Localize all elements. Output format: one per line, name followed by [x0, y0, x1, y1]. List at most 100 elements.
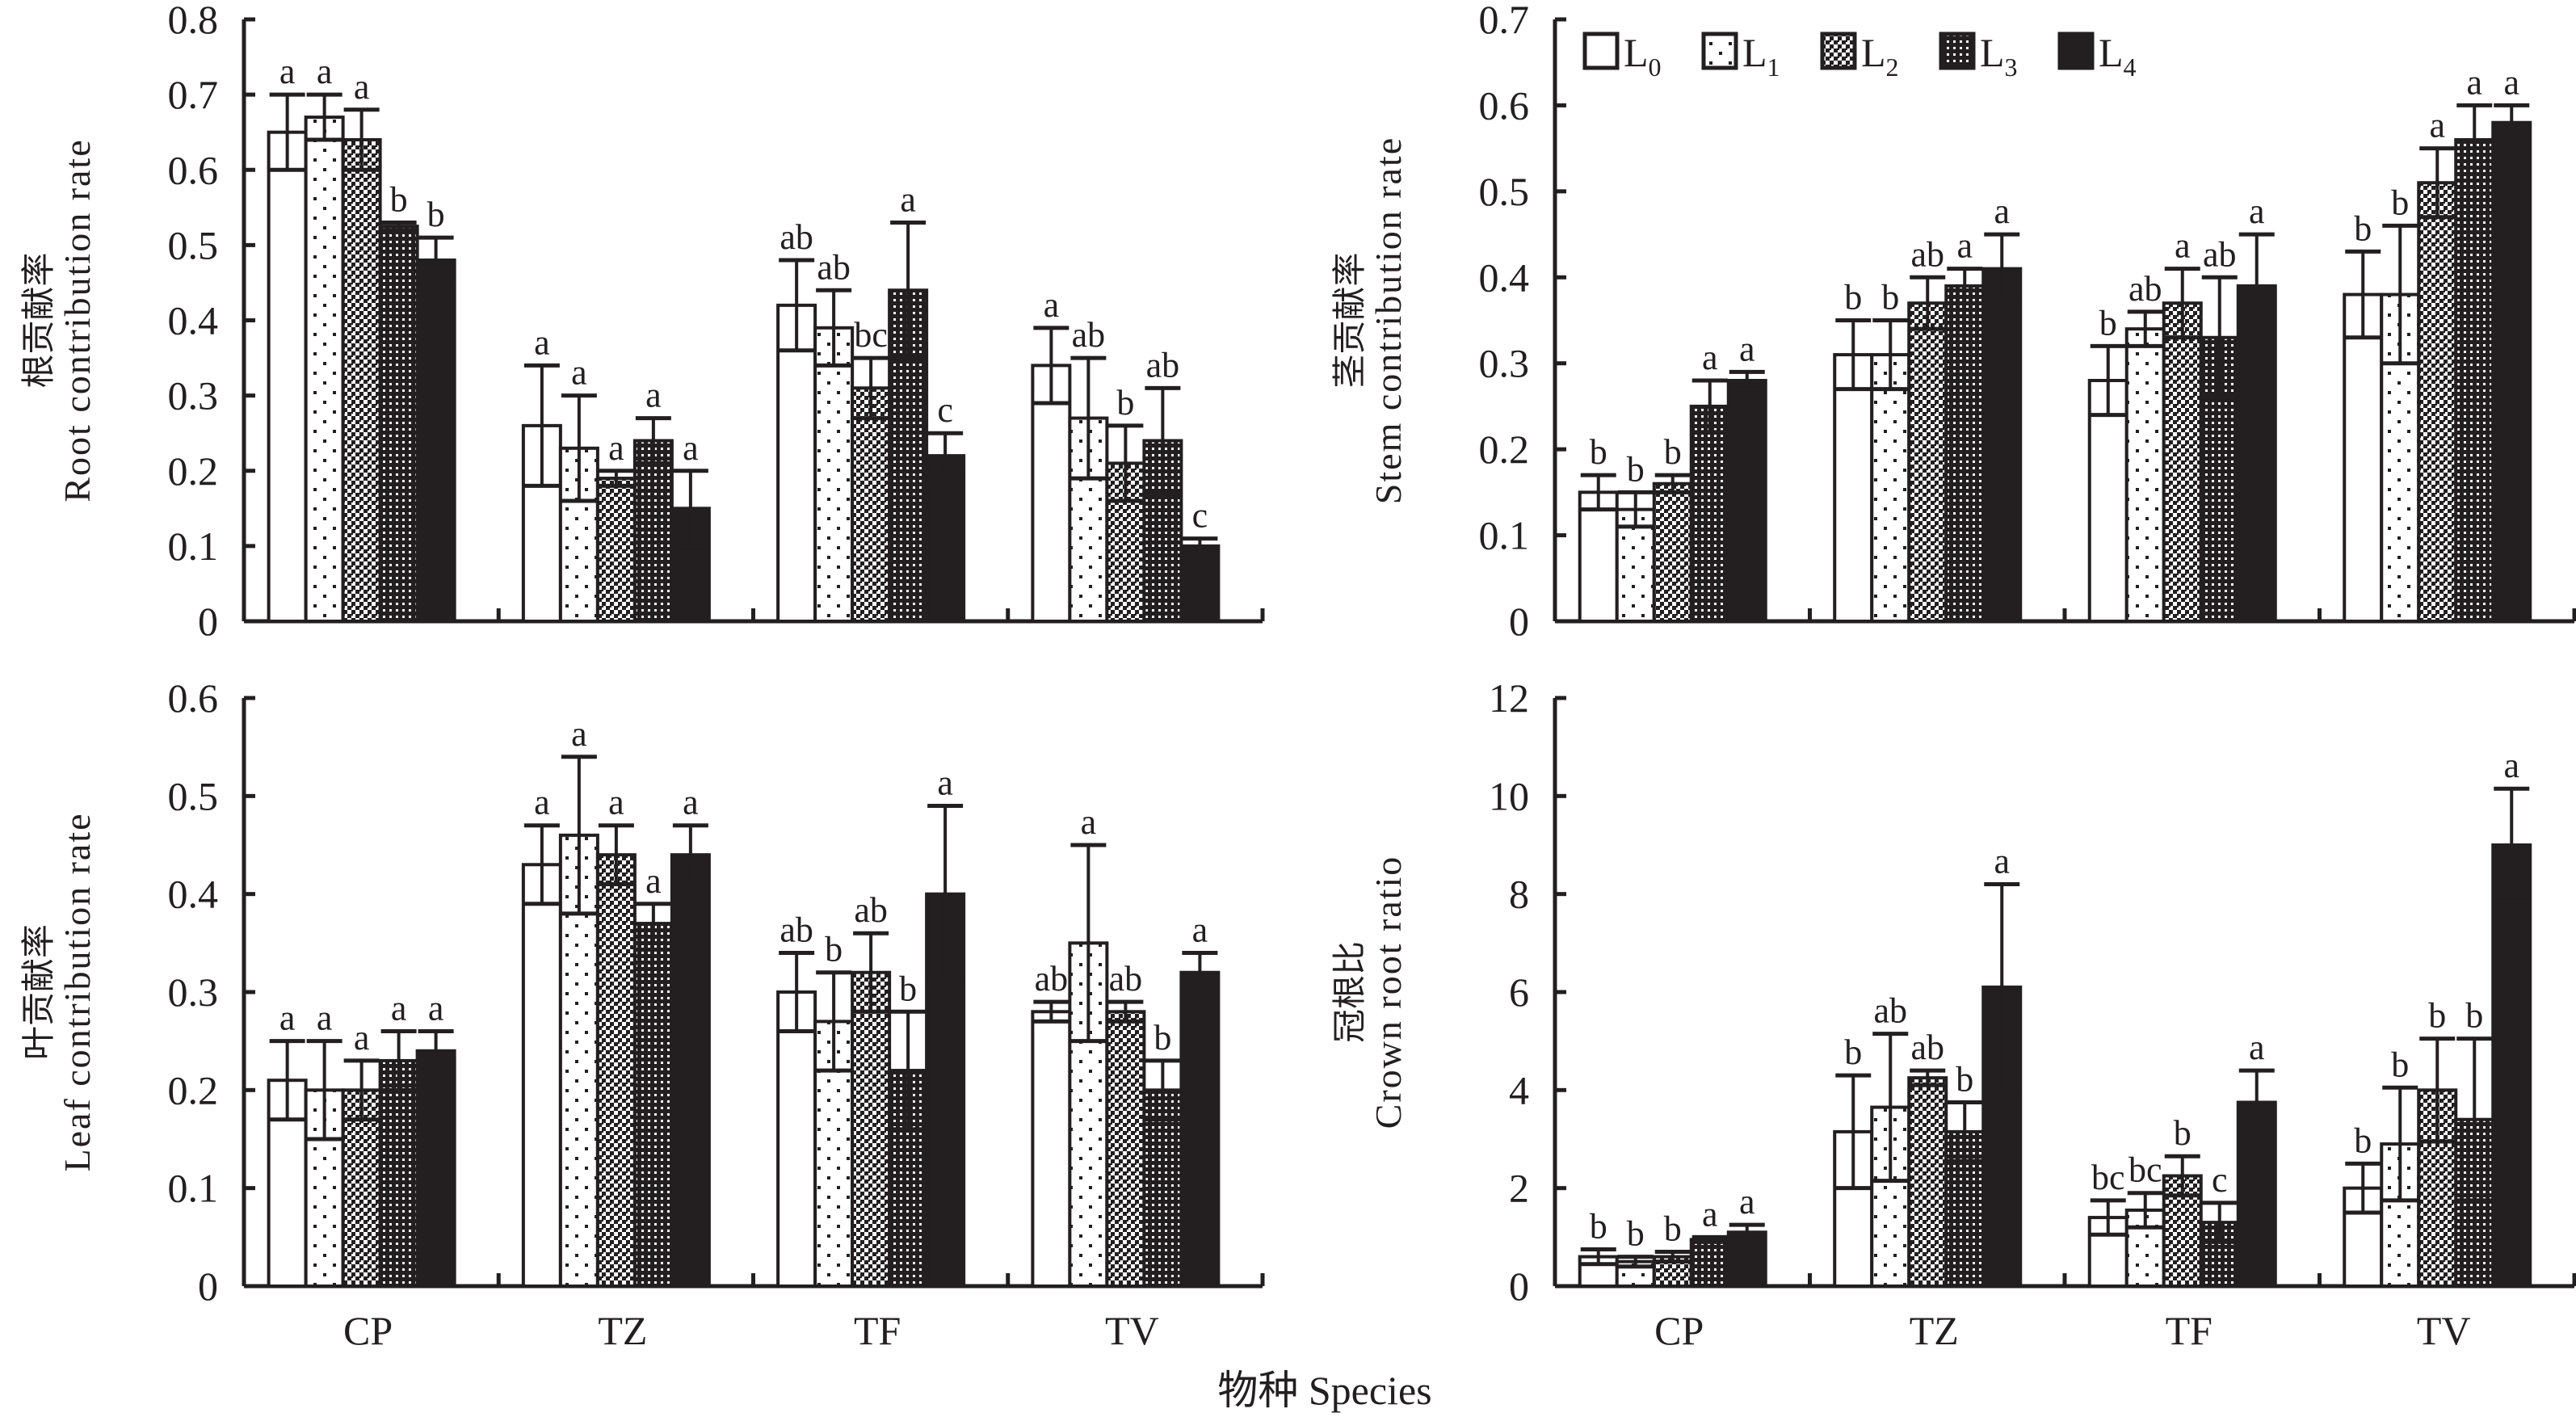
- significance-label: a: [1739, 1182, 1755, 1221]
- significance-label: a: [1702, 1194, 1718, 1234]
- bar-tv-l4: [1179, 970, 1221, 1288]
- significance-label: ab: [1146, 345, 1180, 385]
- bar-tz-l2: [595, 477, 637, 623]
- significance-label: a: [1081, 802, 1097, 842]
- significance-label: a: [2429, 106, 2445, 145]
- significance-label: a: [317, 52, 333, 91]
- bar-tz-l4: [670, 853, 711, 1288]
- bar-tv-l2: [1105, 1010, 1146, 1289]
- significance-label: bc: [2128, 1150, 2162, 1190]
- bar-cp-l1: [304, 116, 345, 623]
- legend-label: L3: [1980, 30, 2018, 82]
- category-label-tz: TZ: [1910, 1308, 1959, 1353]
- y-tick-label: 0.3: [168, 373, 219, 418]
- significance-label: a: [534, 322, 550, 362]
- y-tick-label: 0.1: [1479, 513, 1530, 558]
- significance-label: b: [1664, 432, 1682, 472]
- significance-label: ab: [1035, 959, 1069, 999]
- y-tick-label: 0.2: [168, 1067, 219, 1112]
- significance-label: a: [1192, 910, 1208, 949]
- bar-tf-l1: [2124, 327, 2166, 623]
- y-tick-label: 10: [1489, 773, 1529, 818]
- legend-item-l4: L4: [2057, 30, 2137, 82]
- bar-cp-l4: [1726, 379, 1767, 623]
- legend-label: L4: [2099, 30, 2137, 82]
- y-tick-label: 0.6: [168, 675, 219, 721]
- y-tick-label: 0.1: [168, 1166, 219, 1211]
- bar-cp-l0: [1578, 490, 1619, 623]
- y-tick-label: 0: [1509, 599, 1529, 644]
- bar-tv-l4: [1179, 544, 1221, 623]
- significance-label: a: [1739, 329, 1755, 368]
- bar-cp-l2: [1652, 481, 1693, 624]
- y-tick-label: 0.5: [1479, 169, 1530, 214]
- significance-label: b: [1590, 1207, 1607, 1247]
- legend-label: L2: [1861, 30, 1899, 82]
- significance-label: a: [2249, 191, 2265, 231]
- y-tick-label: 0.5: [168, 222, 219, 267]
- y-axis-title-en: Crown root ratio: [1368, 856, 1409, 1129]
- y-tick-label: 0.2: [168, 448, 219, 494]
- significance-label: a: [391, 989, 407, 1028]
- bar-tv-l4: [2491, 843, 2532, 1288]
- legend-item-l0: L0: [1582, 30, 1662, 82]
- significance-label: b: [1116, 383, 1134, 423]
- significance-label: a: [428, 989, 444, 1028]
- bar-cp-l2: [341, 1088, 382, 1289]
- significance-label: a: [1994, 842, 2010, 881]
- bar-tz-l4: [1981, 267, 2023, 623]
- significance-label: a: [1702, 338, 1718, 377]
- significance-label: a: [1994, 191, 2010, 231]
- significance-label: b: [2391, 183, 2409, 222]
- bar-cp-l3: [378, 225, 419, 623]
- significance-label: ab: [817, 247, 851, 287]
- bar-tz-l0: [1833, 353, 1874, 623]
- category-label-tf: TF: [854, 1308, 901, 1353]
- significance-label: b: [2465, 996, 2483, 1036]
- legend: L0 L1 L2 L3 L4: [1582, 30, 2137, 82]
- bar-tf-l2: [851, 970, 892, 1288]
- significance-label: ab: [1910, 1028, 1944, 1067]
- y-tick-label: 0: [198, 599, 218, 644]
- y-axis-title-en: Leaf contribution rate: [57, 812, 98, 1171]
- y-tick-label: 0.4: [1479, 254, 1530, 300]
- significance-label: b: [1664, 1209, 1682, 1249]
- significance-label: a: [354, 1018, 370, 1057]
- y-tick-label: 0: [1509, 1264, 1529, 1309]
- bar-tz-l0: [521, 863, 562, 1289]
- significance-label: ab: [1109, 959, 1143, 999]
- bar-tf-l0: [776, 303, 817, 623]
- legend-label: L1: [1742, 30, 1780, 82]
- bar-cp-l3: [378, 1058, 419, 1289]
- y-tick-label: 0.4: [168, 298, 219, 343]
- y-tick-label: 12: [1489, 675, 1529, 721]
- bar-tz-l3: [1944, 284, 1986, 623]
- y-tick-label: 0.4: [168, 872, 219, 917]
- bar-cp-l4: [415, 1049, 456, 1289]
- significance-label: ab: [780, 910, 813, 949]
- significance-label: a: [1044, 285, 1060, 325]
- y-tick-label: 0.8: [168, 0, 219, 42]
- bar-tz-l2: [595, 853, 637, 1288]
- y-axis-title-zh: 冠根比: [1330, 941, 1369, 1043]
- significance-label: ab: [1072, 315, 1106, 355]
- category-label-tf: TF: [2166, 1308, 2213, 1353]
- y-tick-label: 4: [1509, 1067, 1529, 1112]
- significance-label: b: [390, 179, 408, 219]
- significance-label: b: [427, 195, 445, 234]
- legend-item-l1: L1: [1701, 30, 1780, 82]
- y-tick-label: 0.7: [1479, 0, 1530, 42]
- significance-label: b: [2354, 1121, 2372, 1160]
- significance-label: ab: [1873, 991, 1907, 1031]
- significance-label: b: [1881, 278, 1899, 317]
- legend-swatch: [2057, 32, 2095, 70]
- significance-label: a: [900, 179, 916, 219]
- bar-tv-l4: [2491, 120, 2532, 623]
- significance-label: a: [279, 999, 296, 1038]
- y-axis-title-en: Root contribution rate: [57, 138, 98, 502]
- significance-label: a: [279, 52, 296, 91]
- y-tick-label: 0.6: [168, 147, 219, 192]
